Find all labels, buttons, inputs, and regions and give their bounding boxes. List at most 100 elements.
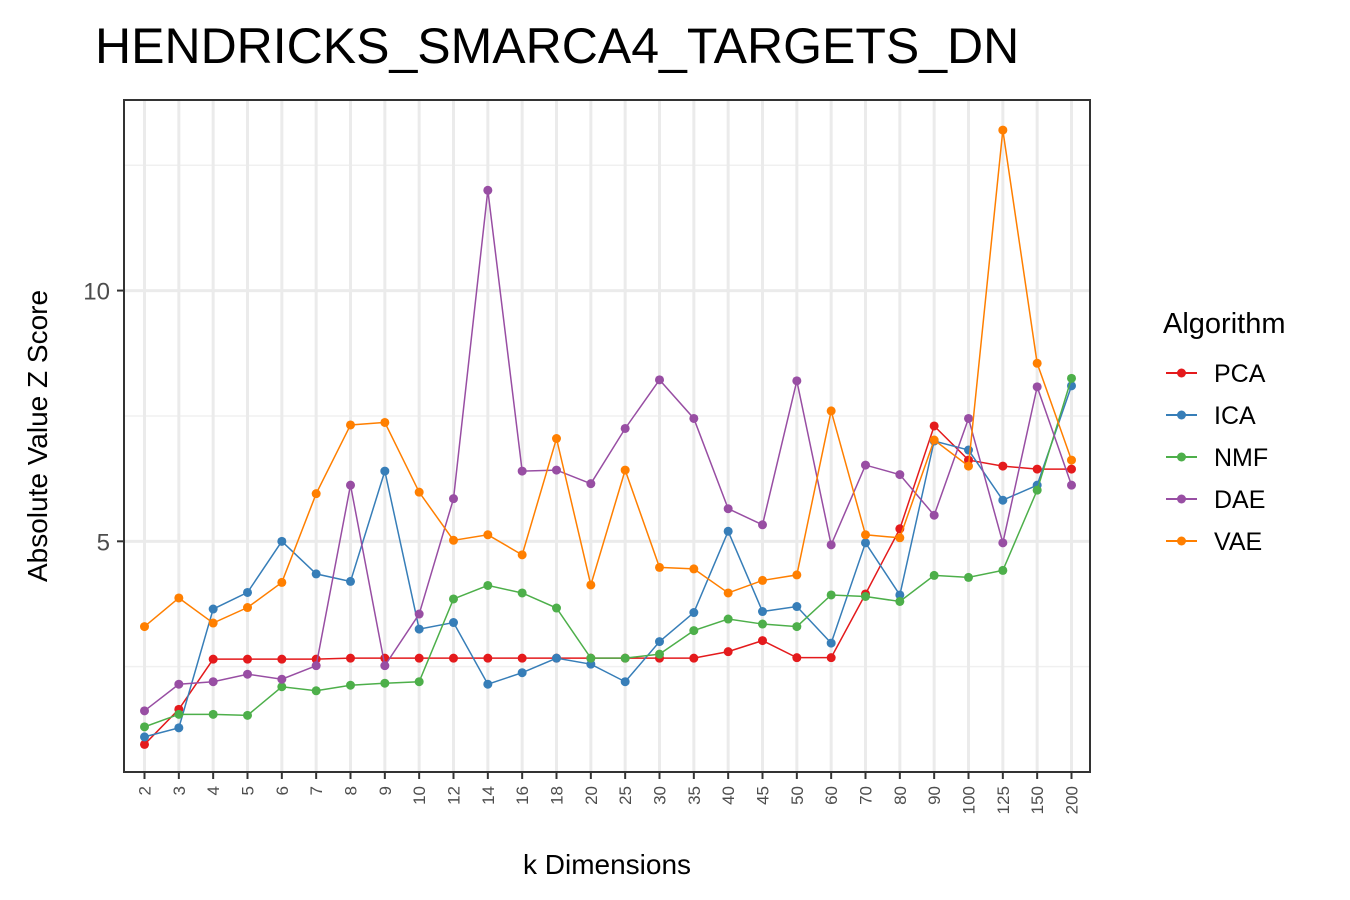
data-point — [792, 376, 802, 386]
data-point — [449, 535, 458, 545]
data-point — [620, 653, 630, 663]
data-point — [895, 590, 905, 600]
data-point — [998, 565, 1008, 575]
data-point — [414, 677, 424, 687]
data-point — [346, 480, 355, 490]
data-point — [998, 538, 1008, 548]
data-point — [1067, 480, 1076, 490]
legend-title: Algorithm — [1163, 308, 1286, 340]
data-point — [586, 653, 596, 663]
data-point — [620, 677, 630, 687]
legend-item-pca: PCA — [1166, 360, 1266, 388]
data-point — [277, 577, 287, 587]
data-point — [758, 636, 767, 646]
data-point — [380, 417, 390, 427]
data-point — [517, 668, 527, 678]
x-tick-label: 40 — [719, 786, 738, 805]
data-point — [483, 679, 493, 689]
legend-key-point — [1177, 452, 1186, 462]
data-point — [1067, 455, 1076, 465]
x-tick-label: 8 — [342, 786, 361, 795]
data-point — [174, 679, 184, 689]
data-point — [655, 637, 664, 647]
data-point — [826, 638, 836, 648]
series-line-nmf — [144, 378, 1073, 728]
data-point — [655, 649, 664, 659]
data-point — [208, 618, 218, 628]
data-point — [140, 622, 149, 632]
data-point — [586, 580, 596, 590]
data-point — [1032, 382, 1042, 392]
x-tick-label: 70 — [857, 786, 876, 805]
data-point — [174, 723, 184, 733]
series-vae — [140, 125, 1076, 632]
series-line-ica — [144, 385, 1073, 738]
x-tick-label: 50 — [788, 786, 807, 805]
data-point — [929, 510, 939, 520]
x-tick-label: 16 — [513, 786, 532, 805]
data-point — [723, 647, 733, 657]
data-point — [758, 575, 767, 585]
series-nmf — [140, 373, 1076, 732]
x-axis-label: k Dimensions — [523, 849, 691, 880]
x-tick-label: 14 — [479, 786, 498, 805]
x-tick-label: 45 — [754, 786, 773, 805]
data-point — [208, 604, 218, 614]
x-tick-label: 60 — [822, 786, 841, 805]
data-point — [483, 530, 493, 540]
data-point — [517, 466, 527, 476]
data-point — [655, 562, 664, 572]
data-point — [277, 536, 287, 546]
x-tick-label: 35 — [685, 786, 704, 805]
x-tick-label: 18 — [548, 786, 567, 805]
data-point — [723, 588, 733, 598]
data-point — [243, 587, 252, 597]
data-point — [140, 739, 149, 749]
data-point — [964, 461, 973, 471]
x-tick-label: 80 — [891, 786, 910, 805]
data-point — [243, 669, 252, 679]
y-tick-label: 5 — [97, 529, 110, 556]
legend: Algorithm PCA ICA NMF DAE VAE — [1163, 308, 1286, 556]
series-ica — [140, 381, 1076, 742]
data-point — [483, 580, 493, 590]
data-point — [689, 413, 699, 423]
data-point — [311, 686, 321, 696]
x-tick-label: 25 — [616, 786, 635, 805]
data-point — [208, 709, 218, 719]
legend-label: VAE — [1214, 528, 1262, 556]
data-point — [552, 434, 561, 444]
x-tick-label: 5 — [239, 786, 258, 795]
legend-key-point — [1177, 536, 1186, 546]
legend-key-point — [1177, 494, 1186, 504]
data-point — [1032, 485, 1042, 495]
data-point — [895, 470, 905, 480]
data-point — [826, 406, 836, 416]
x-tick-label: 20 — [582, 786, 601, 805]
x-tick-label: 12 — [445, 786, 464, 805]
data-point — [998, 125, 1008, 135]
data-point — [689, 653, 699, 663]
x-tick-label: 200 — [1063, 786, 1082, 814]
x-tick-label: 7 — [307, 786, 326, 795]
data-point — [414, 609, 424, 619]
x-tick-label: 100 — [960, 786, 979, 814]
data-point — [243, 654, 252, 664]
data-point — [586, 479, 596, 489]
data-point — [380, 678, 390, 688]
x-tick-label: 10 — [410, 786, 429, 805]
legend-label: ICA — [1214, 402, 1256, 430]
data-point — [929, 435, 939, 445]
data-point — [792, 570, 802, 580]
data-point — [380, 661, 390, 671]
data-point — [346, 653, 355, 663]
data-point — [449, 594, 458, 604]
data-point — [380, 466, 390, 476]
x-tick-label: 6 — [273, 786, 292, 795]
data-point — [826, 590, 836, 600]
data-point — [792, 653, 802, 663]
legend-label: NMF — [1214, 444, 1268, 472]
data-point — [552, 465, 561, 475]
data-point — [449, 618, 458, 628]
